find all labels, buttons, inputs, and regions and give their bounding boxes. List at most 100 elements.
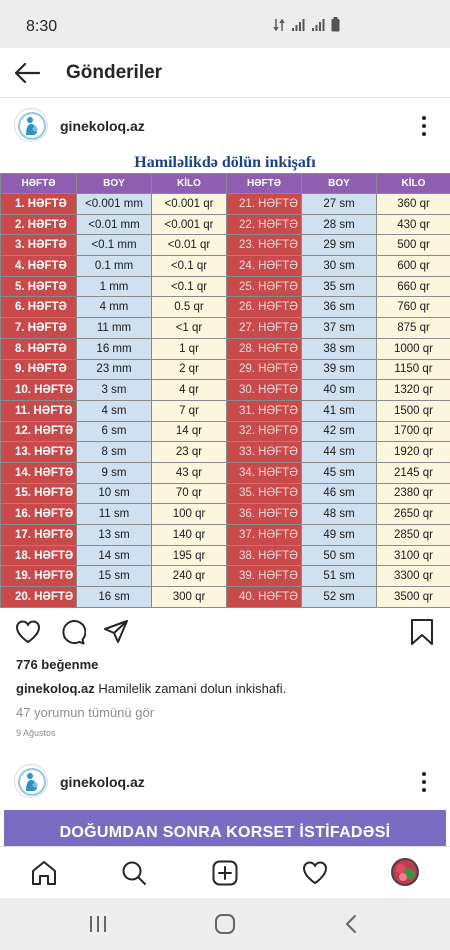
banner-text: DOĞUMDAN SONRA KORSET İSTİFADƏSİ	[59, 824, 391, 841]
recent-apps-icon[interactable]	[86, 912, 110, 936]
home-button-icon[interactable]	[213, 912, 237, 936]
weight-cell: 14 qr	[151, 420, 227, 443]
length-cell: <0.001 mm	[76, 193, 152, 215]
add-post-icon[interactable]	[211, 859, 239, 887]
length-cell: 36 sm	[301, 296, 377, 319]
week-cell: 35. HƏFTƏ	[226, 482, 302, 505]
length-cell: 51 sm	[301, 565, 377, 588]
week-cell: 38. HƏFTƏ	[226, 544, 302, 567]
column-header: HƏFTƏ	[226, 173, 302, 194]
caption-text: Hamilelik zamani dolun inkishafi.	[98, 681, 287, 696]
column-header: HƏFTƏ	[0, 173, 77, 194]
weight-cell: 760 qr	[376, 296, 450, 319]
table-row: 9. HƏFTƏ 23 mm 2 qr 29. HƏFTƏ 39 sm 1150 qr	[0, 358, 450, 381]
length-cell: 27 sm	[301, 193, 377, 215]
app-header: Gönderiler	[0, 48, 450, 98]
signal-icon	[292, 19, 305, 31]
post-date: 9 Ağustos	[16, 728, 56, 738]
length-cell: 14 sm	[76, 544, 152, 567]
view-comments-link[interactable]: 47 yorumun tümünü gör	[16, 705, 155, 720]
android-navigation-bar	[0, 898, 450, 950]
weight-cell: 1150 qr	[376, 358, 450, 381]
length-cell: 10 sm	[76, 482, 152, 505]
weight-cell: 1000 qr	[376, 337, 450, 360]
length-cell: 1 mm	[76, 275, 152, 298]
bookmark-icon[interactable]	[408, 618, 436, 646]
weight-cell: 600 qr	[376, 255, 450, 277]
length-cell: 46 sm	[301, 482, 377, 505]
table-row: 4. HƏFTƏ 0.1 mm <0.1 qr 24. HƏFTƏ 30 sm 600 q…	[0, 255, 450, 277]
length-cell: 15 sm	[76, 565, 152, 588]
table-row: 7. HƏFTƏ 11 mm <1 qr 27. HƏFTƏ 37 sm 875 qr	[0, 317, 450, 339]
week-cell: 21. HƏFTƏ	[226, 193, 302, 215]
length-cell: 8 sm	[76, 441, 152, 463]
post-username[interactable]: ginekoloq.az	[60, 774, 145, 790]
weight-cell: 500 qr	[376, 234, 450, 257]
weight-cell: 3300 qr	[376, 565, 450, 588]
week-cell: 32. HƏFTƏ	[226, 420, 302, 443]
weight-cell: 23 qr	[151, 441, 227, 463]
avatar[interactable]	[14, 764, 48, 798]
length-cell: <0.01 mm	[76, 213, 152, 236]
heart-icon[interactable]	[14, 618, 42, 646]
mother-baby-logo-icon	[18, 768, 46, 796]
weight-cell: 2380 qr	[376, 482, 450, 505]
table-row: 1. HƏFTƏ <0.001 mm <0.001 qr 21. HƏFTƏ 27 sm…	[0, 193, 450, 215]
post-username[interactable]: ginekoloq.az	[60, 118, 145, 134]
weight-cell: 240 qr	[151, 565, 227, 588]
back-arrow-icon[interactable]	[12, 58, 42, 88]
status-time: 8:30	[26, 18, 58, 35]
caption-username[interactable]: ginekoloq.az	[16, 681, 95, 696]
signal-icon	[312, 19, 325, 31]
avatar[interactable]	[14, 108, 48, 142]
data-transfer-icon	[273, 18, 285, 32]
table-row: 20. HƏFTƏ 16 sm 300 qr 40. HƏFTƏ 52 sm 3500 q…	[0, 586, 450, 608]
weight-cell: <0.01 qr	[151, 234, 227, 257]
week-cell: 3. HƏFTƏ	[0, 234, 77, 257]
next-post-image[interactable]: DOĞUMDAN SONRA KORSET İSTİFADƏSİ	[4, 810, 446, 846]
share-icon[interactable]	[102, 618, 130, 646]
length-cell: 16 mm	[76, 337, 152, 360]
week-cell: 28. HƏFTƏ	[226, 337, 302, 360]
search-icon[interactable]	[120, 859, 148, 887]
length-cell: 9 sm	[76, 461, 152, 484]
week-cell: 27. HƏFTƏ	[226, 317, 302, 339]
comment-icon[interactable]	[58, 618, 86, 646]
weight-cell: <0.1 qr	[151, 255, 227, 277]
home-icon[interactable]	[30, 859, 58, 887]
weight-cell: 1700 qr	[376, 420, 450, 443]
post-image[interactable]: Hamiləlikdə dölün inkişafı HƏFTƏ BOY KİL…	[0, 152, 450, 608]
week-cell: 26. HƏFTƏ	[226, 296, 302, 319]
profile-avatar[interactable]	[391, 858, 419, 886]
length-cell: 4 mm	[76, 296, 152, 319]
back-button-icon[interactable]	[340, 912, 364, 936]
fetal-growth-table: HƏFTƏ BOY KİLO HƏFTƏ BOY KİLO 1. HƏFTƏ <0…	[0, 173, 450, 608]
likes-count[interactable]: 776 beğenme	[16, 657, 99, 672]
week-cell: 23. HƏFTƏ	[226, 234, 302, 257]
activity-heart-icon[interactable]	[301, 859, 329, 887]
week-cell: 20. HƏFTƏ	[0, 586, 77, 608]
battery-icon	[331, 17, 340, 32]
table-row: 14. HƏFTƏ 9 sm 43 qr 34. HƏFTƏ 45 sm 2145 qr	[0, 461, 450, 484]
more-options-icon[interactable]	[416, 770, 432, 794]
table-row: 8. HƏFTƏ 16 mm 1 qr 28. HƏFTƏ 38 sm 1000 qr	[0, 337, 450, 360]
chart-title: Hamiləlikdə dölün inkişafı	[134, 154, 316, 171]
weight-cell: 1500 qr	[376, 399, 450, 422]
post-caption: ginekoloq.az Hamilelik zamani dolun inki…	[16, 681, 286, 696]
week-cell: 22. HƏFTƏ	[226, 213, 302, 236]
more-options-icon[interactable]	[416, 114, 432, 138]
weight-cell: 2145 qr	[376, 461, 450, 484]
weight-cell: 70 qr	[151, 482, 227, 505]
page-title: Gönderiler	[66, 62, 163, 83]
week-cell: 18. HƏFTƏ	[0, 544, 77, 567]
weight-cell: 430 qr	[376, 213, 450, 236]
week-cell: 2. HƏFTƏ	[0, 213, 77, 236]
weight-cell: 7 qr	[151, 399, 227, 422]
length-cell: 49 sm	[301, 524, 377, 546]
length-cell: 38 sm	[301, 337, 377, 360]
length-cell: 28 sm	[301, 213, 377, 236]
post-header: ginekoloq.az	[0, 100, 450, 150]
weight-cell: 1320 qr	[376, 379, 450, 401]
week-cell: 40. HƏFTƏ	[226, 586, 302, 608]
length-cell: 13 sm	[76, 524, 152, 546]
